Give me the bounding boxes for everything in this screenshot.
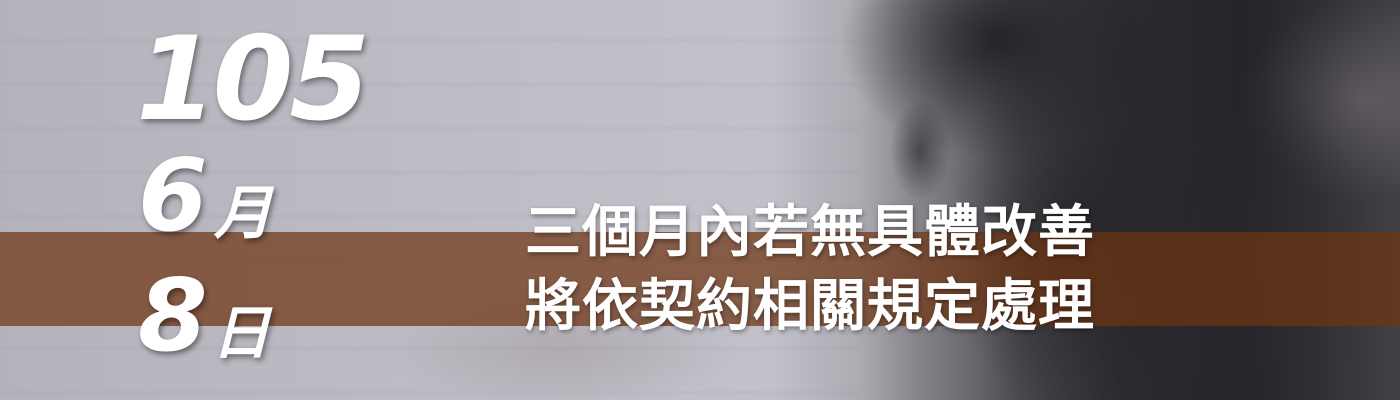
date-year: 105 <box>136 12 370 147</box>
date-day-number: 8 <box>138 257 208 374</box>
date-day-unit: 日 <box>212 299 271 367</box>
date-month-unit: 月 <box>214 179 273 247</box>
date-month-number: 6 <box>138 137 208 254</box>
headline: 三個月內若無具體改善 將依契約相關規定處理 <box>480 196 1140 344</box>
headline-line-1: 三個月內若無具體改善 <box>525 200 1095 265</box>
headline-line-2: 將依契約相關規定處理 <box>525 274 1095 339</box>
background-speaker-silhouette <box>860 0 1400 400</box>
background-texture <box>0 0 860 400</box>
headline-stripe <box>0 232 1400 326</box>
